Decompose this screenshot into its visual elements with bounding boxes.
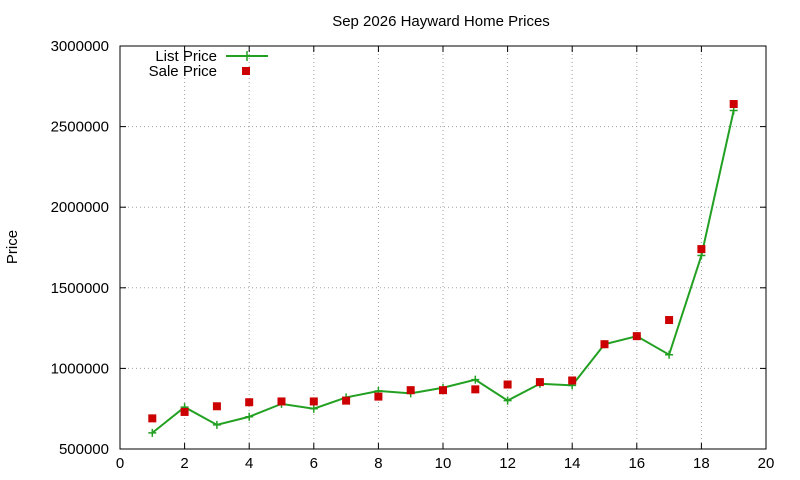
sale-price-point [277,397,286,406]
sale-price-point [665,316,674,325]
sale-price-point [697,245,706,254]
list-price-point [212,420,221,429]
x-tick-label: 12 [499,455,516,472]
sale-price-point [632,332,641,341]
x-tick-label: 2 [180,455,188,472]
sale-price-point [148,414,157,423]
x-tick-label: 8 [374,455,382,472]
legend-label-sale-price: Sale Price [149,63,217,80]
x-tick-label: 10 [435,455,452,472]
y-tick-label: 2500000 [51,119,109,136]
x-tick-label: 18 [693,455,710,472]
list-price-point [245,412,254,421]
legend-marker-list-price [242,51,252,61]
sale-price-point [535,378,544,387]
x-tick-label: 6 [310,455,318,472]
list-price-point [309,404,318,413]
list-price-point [471,375,480,384]
x-tick-label: 20 [758,455,775,472]
sale-price-point [309,397,318,406]
sale-price-point [374,392,383,401]
y-tick-label: 2000000 [51,199,109,216]
y-tick-label: 3000000 [51,38,109,55]
sale-price-point [439,386,447,395]
y-axis-label: Price [4,230,21,264]
list-price-point [665,350,674,359]
axis-ticks: 0 2 4 6 8 10 12 14 16 18 20 500000 1000000 1500000 200… [51,38,775,472]
sale-price-point [503,380,512,389]
y-tick-label: 1000000 [51,360,109,377]
list-price-point [148,428,157,437]
x-tick-label: 16 [628,455,645,472]
series-layer [148,100,738,437]
y-tick-label: 500000 [59,441,109,458]
sale-price-point [406,386,415,395]
sale-price-point [600,340,609,349]
sale-price-point [471,385,480,394]
sale-price-point [180,407,189,416]
x-tick-label: 14 [564,455,581,472]
legend-marker-sale-price [242,67,250,75]
x-tick-label: 4 [245,455,253,472]
legend: List Price Sale Price [149,48,268,80]
x-tick-label: 0 [116,455,124,472]
y-tick-label: 1500000 [51,280,109,297]
legend-label-list-price: List Price [155,48,217,65]
list-price-point [503,396,512,405]
sale-price-point [342,396,351,405]
sale-price-point [729,100,738,109]
sale-price-point [568,376,577,385]
chart-title: Sep 2026 Hayward Home Prices [332,13,550,30]
sale-price-point [212,402,221,411]
sale-price-point [245,398,254,407]
